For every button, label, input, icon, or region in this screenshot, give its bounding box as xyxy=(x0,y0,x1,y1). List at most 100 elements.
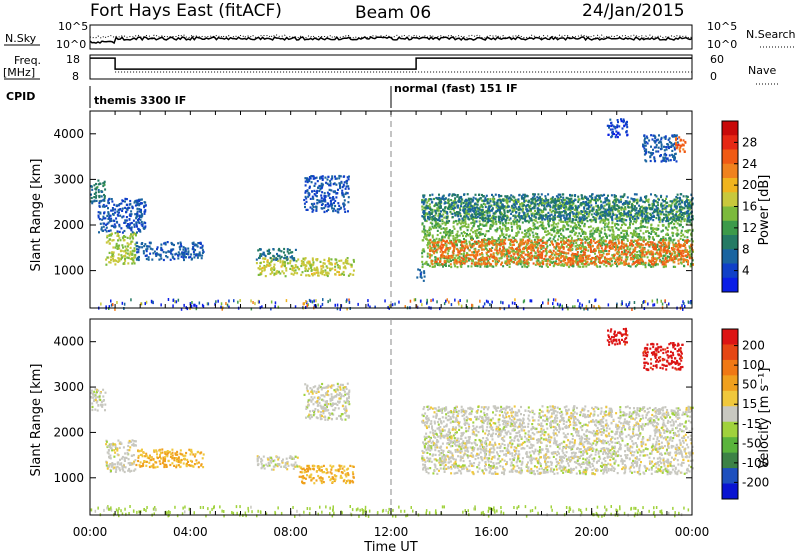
power-cell xyxy=(459,222,462,225)
power-cell xyxy=(576,251,579,254)
power-cell xyxy=(328,262,331,265)
power-cell xyxy=(475,242,478,245)
power-cell xyxy=(439,231,442,235)
power-cell xyxy=(280,255,283,258)
power-cell xyxy=(658,248,660,251)
power-cell xyxy=(436,209,439,212)
power-cell xyxy=(138,198,140,201)
power-cell xyxy=(495,223,498,226)
power-cell xyxy=(273,263,276,266)
power-cell xyxy=(103,212,105,215)
power-cell xyxy=(599,261,601,264)
power-cell xyxy=(342,202,345,205)
power-cell xyxy=(654,232,657,235)
power-cell xyxy=(117,234,120,237)
power-cell xyxy=(672,246,674,249)
power-cell xyxy=(462,234,464,237)
power-cell xyxy=(173,243,175,247)
power-cell xyxy=(130,210,133,213)
power-cell xyxy=(526,262,529,265)
power-cell xyxy=(480,203,483,206)
power-cell xyxy=(456,223,459,226)
power-cell xyxy=(479,253,482,256)
power-cell xyxy=(121,244,124,247)
power-cell xyxy=(449,246,451,250)
power-cell xyxy=(452,249,455,252)
power-cell xyxy=(316,258,319,261)
power-cell xyxy=(305,208,308,211)
power-cell xyxy=(309,177,312,180)
power-cell xyxy=(334,199,337,203)
power-cell xyxy=(133,223,136,226)
power-cell xyxy=(506,202,509,205)
power-cell xyxy=(568,265,571,269)
power-cell xyxy=(128,214,131,217)
power-cell xyxy=(193,256,196,259)
power-cell xyxy=(626,233,628,236)
power-cell xyxy=(658,256,661,259)
power-cell xyxy=(95,191,97,194)
power-cell xyxy=(483,265,486,268)
power-cell xyxy=(523,264,526,267)
power-cell xyxy=(519,240,522,243)
power-cell xyxy=(140,208,142,211)
power-cell xyxy=(266,263,268,266)
power-cell xyxy=(116,210,119,213)
power-cell xyxy=(119,257,122,260)
power-cell xyxy=(678,214,681,217)
power-cell xyxy=(535,260,538,263)
power-cell xyxy=(197,242,200,245)
power-cell xyxy=(553,253,556,256)
power-cell xyxy=(643,207,645,210)
power-cell xyxy=(327,208,330,211)
power-cell xyxy=(491,265,494,268)
power-cell xyxy=(293,266,296,269)
power-cell xyxy=(308,185,311,188)
power-cell xyxy=(115,220,118,223)
power-cell xyxy=(620,231,623,234)
power-cell xyxy=(468,240,471,243)
power-cell xyxy=(261,270,264,273)
power-cell xyxy=(303,258,306,261)
power-cell xyxy=(456,244,458,247)
power-cell xyxy=(640,254,643,257)
power-cell xyxy=(544,255,547,258)
power-cell xyxy=(629,254,632,257)
power-cell xyxy=(137,221,140,224)
power-cell xyxy=(576,253,578,256)
power-cell xyxy=(330,268,333,271)
nave-tick-low: 0 xyxy=(710,70,717,83)
power-cell xyxy=(541,262,544,265)
power-cell xyxy=(342,266,345,269)
power-cell xyxy=(623,263,626,266)
power-cell xyxy=(500,256,503,260)
power-cell xyxy=(337,202,340,205)
power-cell xyxy=(577,195,580,198)
power-cell xyxy=(608,263,611,266)
power-cell xyxy=(543,257,546,261)
power-cell xyxy=(479,233,482,236)
power-cell xyxy=(326,191,329,194)
power-cell xyxy=(604,240,607,243)
power-cell xyxy=(483,248,485,251)
power-cell xyxy=(586,220,589,223)
power-cell xyxy=(471,251,474,254)
power-cell xyxy=(536,227,539,230)
power-cell xyxy=(311,195,314,198)
power-cell xyxy=(576,235,579,238)
power-cell xyxy=(102,225,105,228)
power-cell xyxy=(637,227,640,230)
power-cell xyxy=(334,273,337,276)
power-cell xyxy=(330,189,333,192)
power-cell xyxy=(321,183,324,186)
power-cell xyxy=(289,267,292,270)
power-cell xyxy=(165,251,168,254)
power-cell xyxy=(652,265,655,268)
power-cell xyxy=(118,225,121,228)
power-cell xyxy=(324,204,327,207)
power-cell xyxy=(441,218,444,221)
power-cell xyxy=(97,179,100,182)
freq-unit-label: [MHz] xyxy=(3,66,35,79)
power-cell xyxy=(651,202,654,205)
